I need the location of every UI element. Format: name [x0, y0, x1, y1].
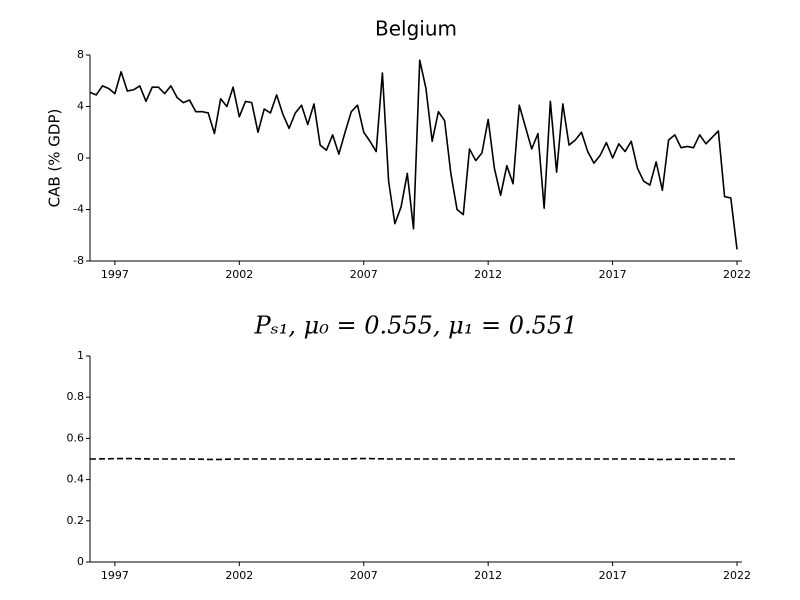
y-tick-label: -8	[73, 254, 84, 267]
y-tick-label: 1	[77, 349, 84, 362]
y-tick-label: 8	[77, 48, 84, 61]
x-tick-label: 2007	[350, 268, 378, 281]
y-tick-label: 0.2	[67, 514, 85, 527]
data-line	[89, 59, 738, 250]
chart-title: Belgium	[375, 17, 457, 41]
data-line	[90, 457, 738, 461]
y-tick-label: 4	[77, 100, 84, 113]
y-tick-label: 0	[77, 555, 84, 568]
y-tick-label: 0.4	[67, 473, 85, 486]
x-tick-label: 2002	[225, 268, 253, 281]
y-tick-label: -4	[73, 203, 84, 216]
x-tick-label: 2022	[723, 268, 751, 281]
x-tick-label: 2002	[225, 569, 253, 582]
x-tick-label: 2007	[350, 569, 378, 582]
x-tick-label: 2022	[723, 569, 751, 582]
x-tick-label: 2017	[599, 268, 627, 281]
y-tick-label: 0	[77, 151, 84, 164]
x-tick-label: 1997	[101, 569, 129, 582]
y-tick-label: 0.8	[67, 390, 85, 403]
y-tick-label: 0.6	[67, 431, 85, 444]
x-tick-label: 1997	[101, 268, 129, 281]
y-axis-label: CAB (% GDP)	[46, 109, 64, 208]
chart-title: Pₛ₁, μ₀ = 0.555, μ₁ = 0.551	[254, 312, 578, 340]
x-tick-label: 2017	[599, 569, 627, 582]
x-tick-label: 2012	[474, 268, 502, 281]
x-tick-label: 2012	[474, 569, 502, 582]
